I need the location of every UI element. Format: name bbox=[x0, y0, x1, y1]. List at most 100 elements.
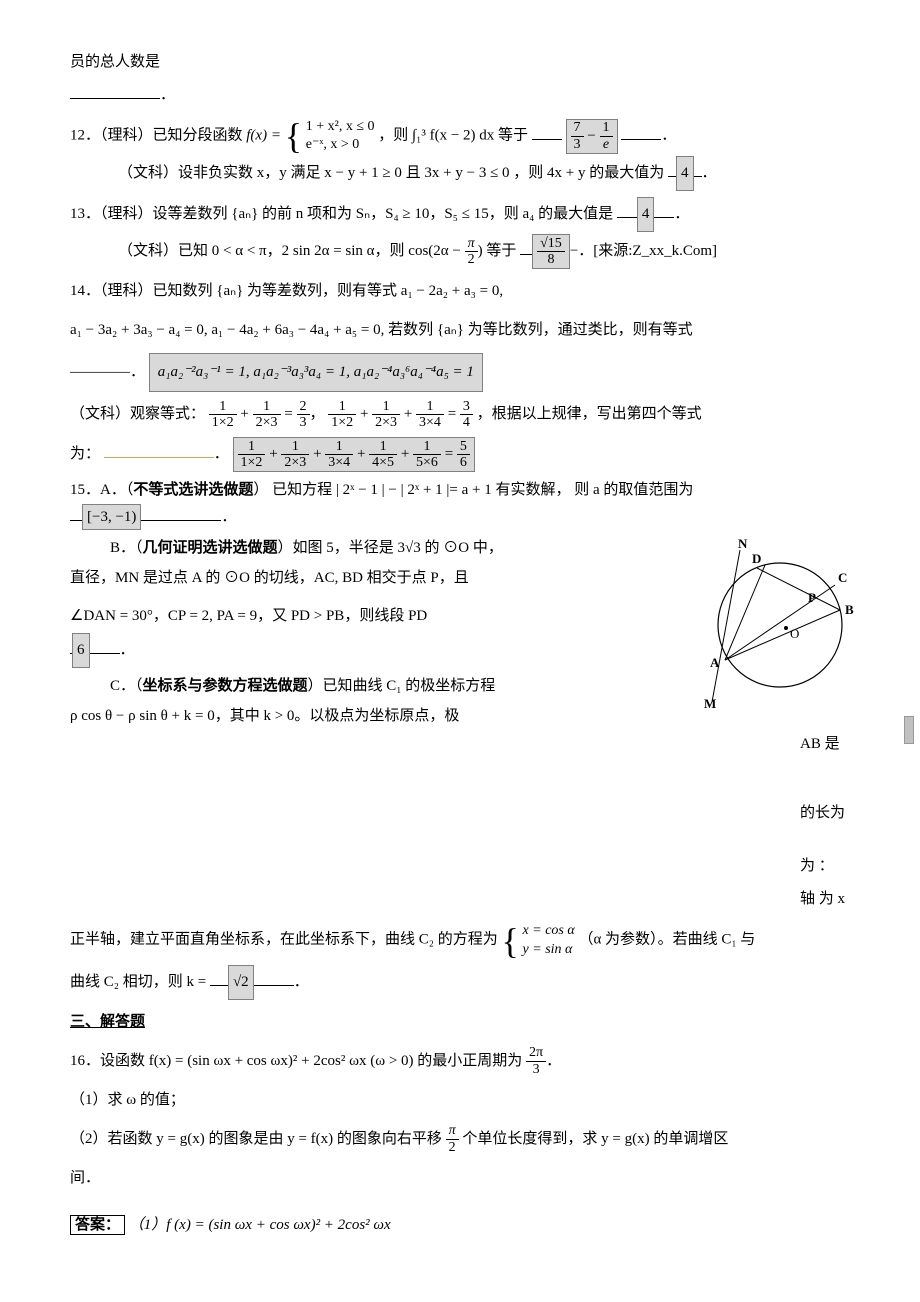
q14-wen-blank bbox=[104, 439, 214, 458]
circle-figure: N D C P B O A M bbox=[690, 530, 870, 720]
r-wei: 为 ： bbox=[800, 850, 870, 883]
svg-text:D: D bbox=[752, 551, 761, 566]
q15b-l3: ∠DAN = 30°，CP = 2, PA = 9，又 PD > PB，则线段 … bbox=[70, 608, 427, 624]
q15c-rest1: ）已知曲线 C₁ 的极坐标方程 bbox=[308, 678, 496, 694]
q13-wen-frac: π2 bbox=[465, 236, 478, 268]
q15-a-bold: 不等式选讲选做题 bbox=[133, 482, 253, 498]
r-ab: AB 是 bbox=[800, 728, 870, 761]
q15c-br bbox=[254, 967, 294, 986]
q16-line1: 16．设函数 f(x) = (sin ωx + cos ωx)² + 2cos²… bbox=[70, 1045, 870, 1078]
q13-li: 13．（理科）设等差数列 {aₙ} 的前 n 项和为 Sₙ，S₄ ≥ 10，S₅… bbox=[70, 197, 870, 232]
q15c-prefix: C．（ bbox=[110, 678, 143, 694]
q13-wen-mid: ) 等于 bbox=[478, 243, 517, 259]
q14-li-line1: 14．（理科）已知数列 {aₙ} 为等差数列，则有等式 a₁ − 2a₂ + a… bbox=[70, 275, 870, 308]
q14-wen-line2-text: 为： bbox=[70, 446, 100, 462]
q15-a-rest: ） 已知方程 | 2ˣ − 1 | − | 2ˣ + 1 |= a + 1 有实… bbox=[253, 482, 693, 498]
q12-blank-r bbox=[621, 121, 661, 140]
q15-b-answer: 6 bbox=[72, 633, 90, 668]
q12-fx: f(x) = bbox=[246, 128, 281, 144]
q12-wen-blank-r bbox=[694, 158, 702, 177]
q12-piece2: e⁻ˣ, x > 0 bbox=[306, 136, 375, 154]
svg-text:A: A bbox=[710, 655, 720, 670]
q12-wen: （文科）设非负实数 x，y 满足 x − y + 1 ≥ 0 且 3x + y … bbox=[118, 156, 870, 191]
q16-p2pre: （2）若函数 y = g(x) 的图象是由 y = f(x) 的图象向右平移 bbox=[70, 1131, 446, 1147]
q15b-rest1: ）如图 5，半径是 3√3 的 ⊙O 中， bbox=[278, 540, 503, 556]
q12-li-prefix: 12．（理科）已知分段函数 bbox=[70, 128, 246, 144]
q15c-l3pre: 正半轴，建立平面直角坐标系，在此坐标系下，曲线 C₂ 的方程为 bbox=[70, 932, 498, 948]
svg-text:O: O bbox=[790, 626, 799, 641]
q14-li-ans-line: ————． a₁a₂⁻²a₃⁻¹ = 1, a₁a₂⁻³a₃³a₄ = 1, a… bbox=[70, 353, 870, 392]
q12-piecewise: 1 + x², x ≤ 0 e⁻ˣ, x > 0 bbox=[306, 118, 375, 154]
q15-c-line2: ρ cos θ − ρ sin θ + k = 0，其中 k > 0。以极点为坐… bbox=[70, 704, 600, 728]
q14-wen-line2: 为： ． 11×2 + 12×3 + 13×4 + 14×5 + 15×6 = … bbox=[70, 437, 870, 472]
q14-li-line2: a₁ − 3a₂ + 3a₃ − a₄ = 0, a₁ − 4a₂ + 6a₃ … bbox=[70, 314, 870, 347]
q14-wen-prefix: （文科）观察等式： bbox=[70, 406, 205, 422]
q15c-p2: y = sin α bbox=[523, 941, 575, 959]
q15a-blank-l bbox=[70, 502, 82, 521]
q16-l1post: ． bbox=[546, 1053, 561, 1069]
q16-p2post: 个单位长度得到，求 y = g(x) 的单调增区 bbox=[459, 1131, 729, 1147]
top-text: 员的总人数是 bbox=[70, 54, 160, 70]
svg-text:C: C bbox=[838, 570, 847, 585]
q15b-bold: 几何证明选讲选做题 bbox=[143, 540, 278, 556]
svg-text:B: B bbox=[845, 602, 854, 617]
brace-icon-2: { bbox=[502, 932, 519, 950]
top-blank bbox=[70, 80, 160, 99]
q15-b-line2: 直径，MN 是过点 A 的 ⊙O 的切线，AC, BD 相交于点 P，且 bbox=[70, 566, 580, 590]
q15c-bl bbox=[210, 967, 228, 986]
q12-mid: ，则 ∫₁³ f(x − 2) dx 等于 bbox=[378, 128, 528, 144]
q15-right-text: AB 是 的长为 为 ： 轴 为 x bbox=[800, 720, 870, 916]
q13-wen: （文科）已知 0 < α < π，2 sin 2α = sin α，则 cos(… bbox=[118, 234, 870, 269]
q15-c-line1: C．（坐标系与参数方程选做题）已知曲线 C₁ 的极坐标方程 bbox=[110, 674, 620, 698]
q14-li-answer: a₁a₂⁻²a₃⁻¹ = 1, a₁a₂⁻³a₃³a₄ = 1, a₁a₂⁻⁴a… bbox=[149, 353, 483, 392]
svg-text:N: N bbox=[738, 536, 748, 551]
q14-wen-answer: 11×2 + 12×3 + 13×4 + 14×5 + 15×6 = 56 bbox=[233, 437, 475, 472]
answer-label: 答案： bbox=[70, 1215, 125, 1235]
q15-c-line3: 正半轴，建立平面直角坐标系，在此坐标系下，曲线 C₂ 的方程为 { x = co… bbox=[70, 922, 870, 958]
q16-period: 2π3 bbox=[526, 1045, 546, 1077]
q15c-p1: x = cos α bbox=[523, 922, 575, 940]
q15a-blank-r bbox=[141, 502, 221, 521]
q12-wen-suffix: ． bbox=[702, 165, 717, 181]
q16-p2frac: π2 bbox=[446, 1123, 459, 1155]
q13-wen-prefix: （文科）已知 0 < α < π，2 sin 2α = sin α，则 cos(… bbox=[118, 243, 465, 259]
top-cont: 员的总人数是 ． bbox=[70, 46, 870, 112]
q13-wen-suffix: −．[来源:Z_xx_k.Com] bbox=[570, 243, 717, 259]
q14-wen-mid: ，根据以上规律，写出第四个等式 bbox=[477, 406, 702, 422]
q15c-l3post: （α 为参数）。若曲线 C₁ 与 bbox=[578, 932, 755, 948]
q16-p2: （2）若函数 y = g(x) 的图象是由 y = f(x) 的图象向右平移 π… bbox=[70, 1123, 870, 1156]
q15-b: B．（几何证明选讲选做题）如图 5，半径是 3√3 的 ⊙O 中， bbox=[110, 536, 620, 560]
q12-li: 12．（理科）已知分段函数 f(x) = { 1 + x², x ≤ 0 e⁻ˣ… bbox=[70, 118, 870, 154]
q15-c-line4: 曲线 C₂ 相切，则 k = √2． bbox=[70, 965, 870, 1000]
q16-l1pre: 16．设函数 f(x) = (sin ωx + cos ωx)² + 2cos²… bbox=[70, 1053, 526, 1069]
q15-right-block: N D C P B O A M AB 是 的长为 为 ： 轴 为 x bbox=[620, 530, 870, 916]
q15b-br bbox=[90, 635, 120, 654]
q12-li-answer: 73 − 1e bbox=[566, 119, 618, 154]
q12-wen-prefix: （文科）设非负实数 x，y 满足 x − y + 1 ≥ 0 且 3x + y … bbox=[118, 165, 664, 181]
q16-p2-line2: 间． bbox=[70, 1162, 870, 1195]
q15-b-line3: ∠DAN = 30°，CP = 2, PA = 9，又 PD > PB，则线段 … bbox=[70, 600, 610, 668]
q15-a: 15．A．（不等式选讲选做题） 已知方程 | 2ˣ − 1 | − | 2ˣ +… bbox=[70, 478, 870, 530]
q14-wen-line1: （文科）观察等式： 11×2 + 12×3 = 23， 11×2 + 12×3 … bbox=[70, 398, 870, 431]
q13-li-blank-r bbox=[654, 199, 674, 218]
svg-text:P: P bbox=[808, 590, 816, 605]
svg-text:M: M bbox=[704, 696, 716, 711]
q15-a-answer: [−3, −1) bbox=[82, 504, 141, 530]
q13-wen-blank-l bbox=[520, 236, 532, 255]
section-3-heading: 三、解答题 bbox=[70, 1006, 870, 1039]
sec3-text: 三、解答题 bbox=[70, 1014, 145, 1030]
q13-li-prefix: 13．（理科）设等差数列 {aₙ} 的前 n 项和为 Sₙ，S₄ ≥ 10，S₅… bbox=[70, 206, 613, 222]
scroll-indicator bbox=[904, 716, 914, 744]
q15c-piecewise: x = cos α y = sin α bbox=[523, 922, 575, 958]
q15b-prefix: B．（ bbox=[110, 540, 143, 556]
q16-answer-line: 答案： （1）f (x) = (sin ωx + cos ωx)² + 2cos… bbox=[70, 1209, 870, 1242]
q15c-l4pre: 曲线 C₂ 相切，则 k = bbox=[70, 974, 210, 990]
q16-p1: （1）求 ω 的值； bbox=[70, 1084, 870, 1117]
q13-wen-answer: √158 bbox=[532, 234, 570, 269]
brace-icon: { bbox=[285, 127, 302, 145]
q14-li-blank: ————． bbox=[70, 364, 145, 380]
q16-ans-body: （1）f (x) = (sin ωx + cos ωx)² + 2cos² ωx bbox=[129, 1217, 391, 1233]
q15-a-prefix: 15．A．（ bbox=[70, 482, 133, 498]
q15-c-answer: √2 bbox=[228, 965, 254, 1000]
q13-li-suffix: ． bbox=[674, 206, 689, 222]
